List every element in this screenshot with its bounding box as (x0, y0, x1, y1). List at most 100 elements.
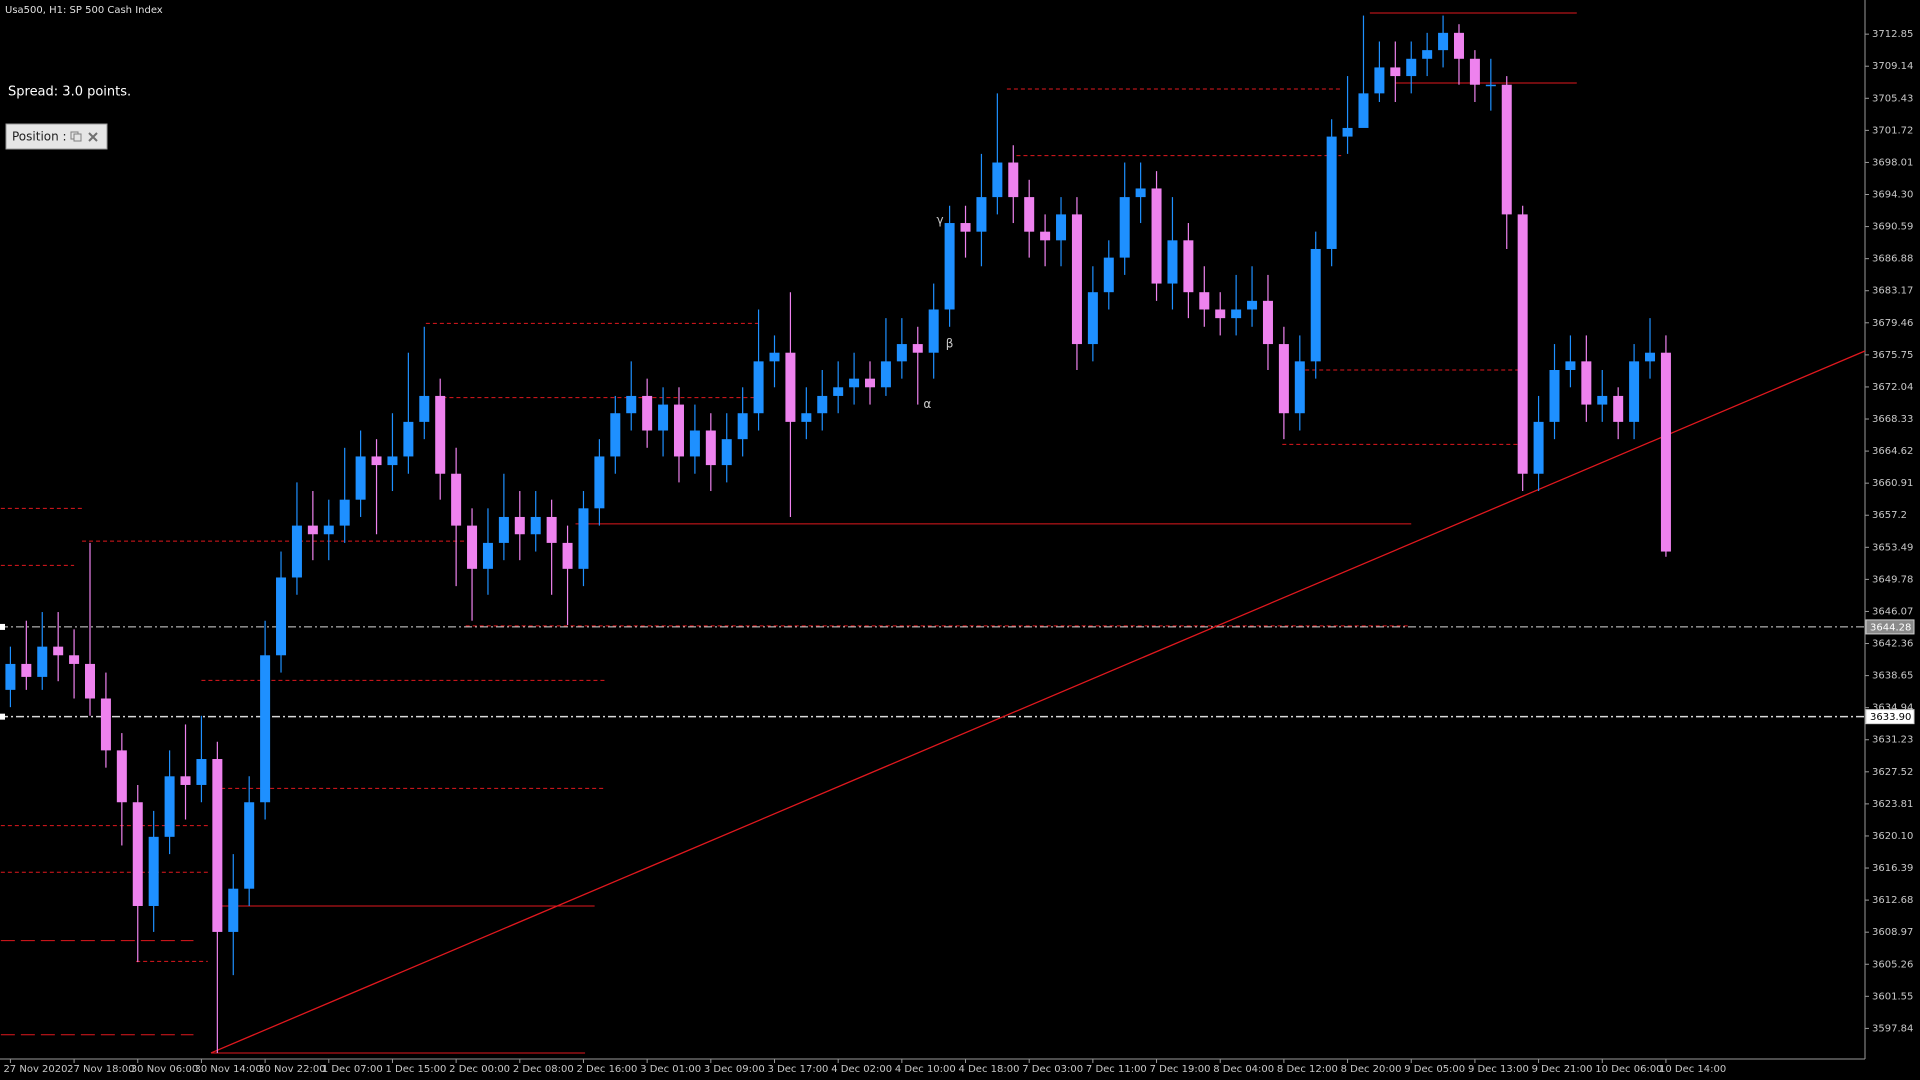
candle-body (482, 542, 493, 569)
y-tick-label: 3698.01 (1872, 157, 1913, 168)
candle-body (1629, 361, 1640, 422)
candle-body (1056, 214, 1067, 241)
x-tick-label: 30 Nov 22:00 (258, 1064, 325, 1075)
candle-body (212, 759, 223, 932)
x-tick-label: 3 Dec 17:00 (768, 1064, 829, 1075)
x-tick-label: 9 Dec 13:00 (1468, 1064, 1529, 1075)
y-tick-label: 3605.26 (1872, 959, 1913, 970)
candle-body (1040, 231, 1051, 241)
candle-body (865, 378, 876, 388)
y-tick-label: 3705.43 (1872, 93, 1913, 104)
y-tick-label: 3620.10 (1872, 831, 1913, 842)
candle-body (1247, 300, 1258, 310)
x-tick-label: 9 Dec 21:00 (1532, 1064, 1593, 1075)
candle-body (546, 516, 557, 543)
candle-body (371, 456, 382, 466)
y-tick-label: 3597.84 (1872, 1023, 1913, 1034)
candle-body (1406, 58, 1417, 77)
candle-body (753, 361, 764, 414)
candle-body (1215, 309, 1226, 319)
candle-body (244, 802, 255, 889)
candle-body (833, 387, 844, 396)
candle-body (164, 776, 175, 837)
candle-body (785, 352, 796, 422)
candle-body (562, 542, 573, 569)
y-tick-label: 3612.68 (1872, 895, 1913, 906)
candle-body (721, 439, 732, 466)
candle-body (498, 516, 509, 543)
panel-box[interactable] (5, 123, 108, 150)
x-tick-label: 3 Dec 09:00 (704, 1064, 765, 1075)
close-icon[interactable] (88, 132, 98, 142)
candle-body (1167, 240, 1178, 284)
y-tick-label: 3601.55 (1872, 991, 1913, 1002)
candle-body (705, 430, 716, 466)
x-tick-label: 2 Dec 00:00 (449, 1064, 510, 1075)
trendline (210, 350, 1866, 1054)
candle-body (276, 577, 287, 656)
candle-body (1103, 257, 1114, 293)
candle-body (849, 378, 860, 388)
candle-body (148, 836, 159, 906)
x-tick-label: 9 Dec 05:00 (1404, 1064, 1465, 1075)
candle-body (960, 223, 971, 232)
candle-body (100, 698, 111, 751)
y-tick-label: 3608.97 (1872, 927, 1913, 938)
price-label-box (1865, 709, 1915, 725)
plot-area (0, 12, 1866, 1054)
candle-body (610, 413, 621, 457)
candle-body (1613, 395, 1624, 422)
panel-label: Position : (12, 130, 67, 144)
candle-body (1485, 84, 1496, 87)
candle-body (451, 473, 462, 526)
y-tick-label: 3672.04 (1872, 382, 1913, 393)
y-tick-label: 3649.78 (1872, 574, 1913, 585)
y-tick-label: 3660.91 (1872, 478, 1913, 489)
candle-body (1453, 32, 1464, 59)
candle-body (323, 525, 334, 535)
spread-text: Spread: 3.0 points. (8, 85, 131, 100)
candle-body (1071, 214, 1082, 345)
y-tick-label: 3679.46 (1872, 318, 1913, 329)
candle-body (1549, 370, 1560, 422)
x-tick-label: 30 Nov 06:00 (131, 1064, 198, 1075)
y-tick-label: 3712.85 (1872, 29, 1913, 40)
x-tick-label: 27 Nov 2020 (3, 1064, 67, 1075)
y-tick-label: 3694.30 (1872, 190, 1913, 201)
candle-body (769, 352, 780, 362)
candle-body (626, 395, 637, 414)
candle-body (992, 162, 1003, 198)
candle-body (1262, 300, 1273, 345)
candle-body (1533, 421, 1544, 474)
candle-body (1183, 240, 1194, 293)
candle-body (132, 802, 143, 906)
candle-body (291, 525, 302, 578)
candle-body (1024, 197, 1035, 232)
y-tick-label: 3701.72 (1872, 125, 1913, 136)
candle-body (116, 750, 127, 803)
candle-body (1294, 361, 1305, 414)
y-tick-label: 3634.94 (1872, 703, 1913, 714)
x-tick-label: 8 Dec 20:00 (1341, 1064, 1402, 1075)
candle-body (689, 430, 700, 457)
annotation: α (923, 397, 931, 411)
candle-body (1581, 361, 1592, 405)
candle-body (514, 516, 525, 535)
candle-body (1597, 395, 1608, 405)
candle-body (1135, 188, 1146, 198)
candle-body (1517, 214, 1528, 474)
candle-body (1645, 352, 1656, 362)
candle-body (69, 655, 80, 664)
candle-body (21, 663, 32, 677)
candle-body (419, 395, 430, 422)
candle-body (387, 456, 398, 466)
annotation: γ (936, 213, 943, 227)
y-tick-label: 3709.14 (1872, 61, 1913, 72)
y-tick-label: 3638.65 (1872, 671, 1913, 682)
chart-title: Usa500, H1: SP 500 Cash Index (5, 5, 163, 16)
x-tick-label: 1 Dec 15:00 (385, 1064, 446, 1075)
x-tick-label: 10 Dec 06:00 (1595, 1064, 1662, 1075)
position-panel[interactable]: Position : (5, 123, 108, 150)
y-tick-label: 3642.36 (1872, 639, 1913, 650)
